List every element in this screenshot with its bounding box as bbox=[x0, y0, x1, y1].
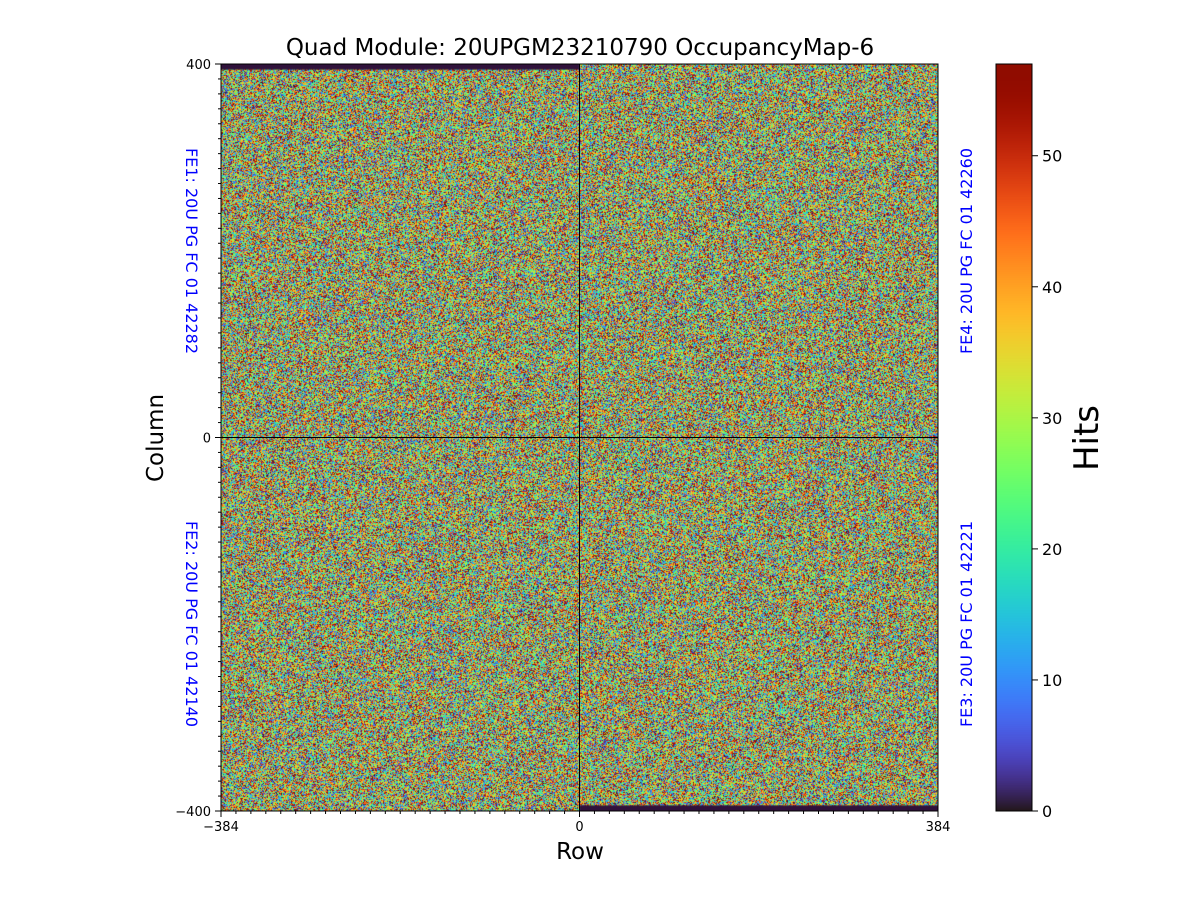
y-axis-label: Column bbox=[143, 394, 169, 482]
y-minor-ticks bbox=[218, 63, 221, 812]
y-tick-label: 0 bbox=[203, 432, 211, 447]
x-tick-label: 384 bbox=[926, 820, 951, 835]
colorbar-tick-label: 20 bbox=[1042, 540, 1062, 559]
x-minor-ticks bbox=[220, 811, 939, 814]
y-ticks: 400 0 −400 bbox=[175, 58, 221, 820]
colorbar-tick-label: 0 bbox=[1042, 802, 1052, 821]
chart-title: Quad Module: 20UPGM23210790 OccupancyMap… bbox=[286, 35, 874, 61]
y-tick-label: −400 bbox=[175, 805, 211, 820]
colorbar-tick-label: 50 bbox=[1042, 147, 1062, 166]
y-tick-label: 400 bbox=[186, 58, 211, 73]
fe2-label: FE2: 20U PG FC 01 42140 bbox=[182, 521, 201, 727]
colorbar-tick-label: 10 bbox=[1042, 671, 1062, 690]
x-tick-label: −384 bbox=[203, 820, 239, 835]
fe1-label: FE1: 20U PG FC 01 42282 bbox=[182, 148, 201, 354]
colorbar-tick-label: 30 bbox=[1042, 409, 1062, 428]
x-ticks: −384 0 384 bbox=[203, 811, 950, 835]
colorbar-ticks: 0 10 20 30 40 50 bbox=[1032, 147, 1062, 821]
colorbar-frame bbox=[995, 63, 1033, 812]
colorbar-tick-label: 40 bbox=[1042, 278, 1062, 297]
colorbar-gradient bbox=[996, 64, 1032, 811]
colorbar-label: Hits bbox=[1067, 405, 1107, 471]
x-axis-label: Row bbox=[556, 839, 604, 865]
fe4-label: FE4: 20U PG FC 01 42260 bbox=[957, 148, 976, 354]
x-tick-label: 0 bbox=[575, 820, 583, 835]
fe3-label: FE3: 20U PG FC 01 42221 bbox=[957, 521, 976, 727]
